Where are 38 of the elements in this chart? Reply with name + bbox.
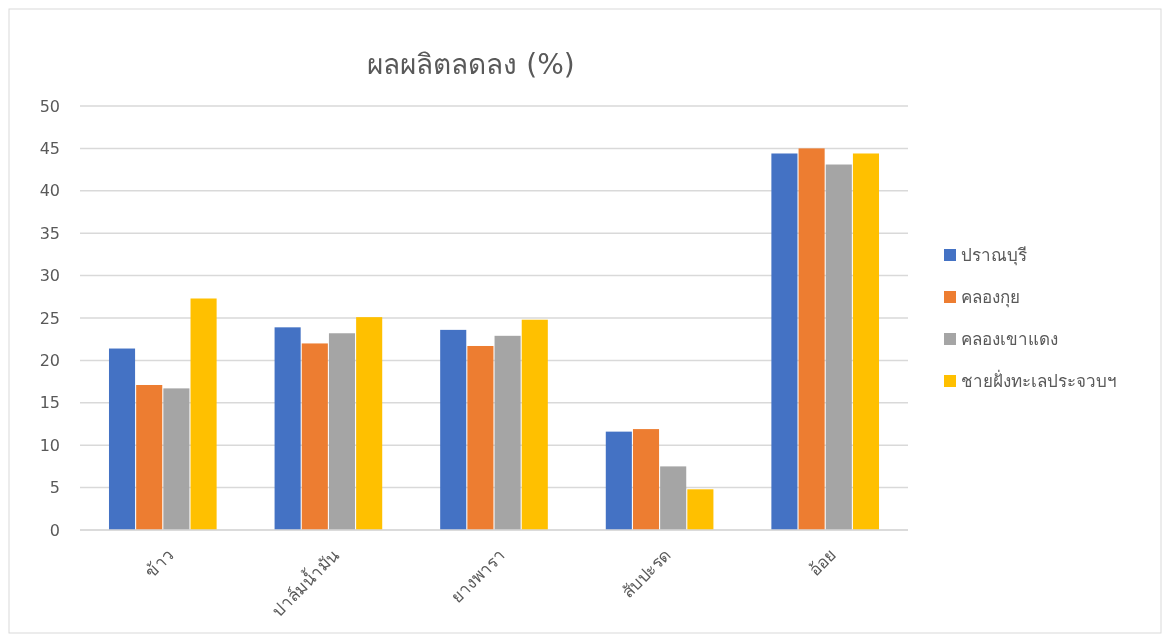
bar — [521, 319, 548, 530]
y-tick-label: 20 — [39, 351, 60, 370]
x-tick-label: อ้อย — [804, 544, 841, 581]
y-tick-label: 15 — [39, 393, 60, 413]
legend-label: คลองกุย — [961, 286, 1020, 308]
legend-label: ชายฝั่งทะเลประจวบฯ — [961, 368, 1117, 391]
bar — [467, 345, 494, 530]
bar — [163, 388, 190, 530]
bar — [771, 153, 798, 530]
chart-title: ผลผลิตลดลง (%) — [367, 48, 575, 81]
bar — [356, 317, 383, 530]
y-tick-label: 0 — [49, 520, 60, 540]
bar — [494, 335, 521, 530]
bar — [798, 148, 825, 530]
bar — [605, 431, 632, 530]
y-tick-label: 40 — [39, 181, 60, 201]
bar — [328, 333, 356, 530]
bar — [660, 466, 687, 530]
legend-label: คลองเขาแดง — [961, 328, 1058, 349]
x-tick-label: ข้าว — [141, 544, 178, 582]
bar — [825, 164, 852, 530]
y-tick-label: 10 — [39, 435, 60, 455]
y-tick-label: 30 — [39, 266, 60, 286]
bar — [632, 429, 660, 530]
bar — [301, 343, 328, 530]
y-tick-label: 45 — [39, 139, 60, 158]
bar — [108, 348, 136, 530]
bar — [440, 329, 467, 530]
y-tick-label: 50 — [39, 96, 60, 116]
bar — [852, 153, 880, 530]
y-tick-label: 25 — [39, 308, 60, 328]
bar — [274, 327, 301, 530]
bar — [136, 384, 163, 530]
bar — [190, 298, 217, 530]
y-tick-label: 5 — [49, 478, 60, 498]
legend-label: ปราณบุรี — [961, 244, 1027, 266]
bar — [687, 489, 714, 530]
y-tick-label: 35 — [39, 223, 60, 243]
